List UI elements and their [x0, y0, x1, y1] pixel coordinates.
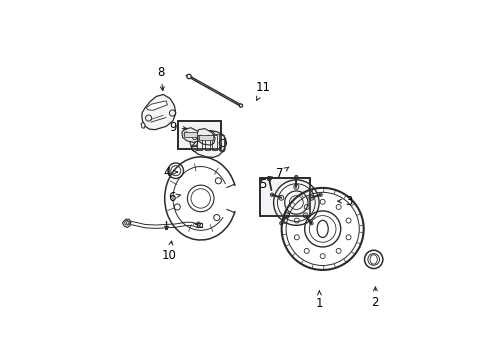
Bar [211, 135, 216, 150]
Bar [197, 135, 202, 150]
Bar [164, 226, 167, 229]
Bar [259, 178, 309, 216]
Circle shape [273, 180, 319, 225]
Polygon shape [199, 135, 213, 140]
Polygon shape [146, 101, 167, 110]
Text: 4: 4 [163, 166, 177, 179]
Polygon shape [141, 122, 145, 128]
Text: 7: 7 [275, 167, 288, 180]
Bar [177, 121, 220, 149]
Text: 5: 5 [259, 177, 271, 191]
Polygon shape [182, 128, 200, 143]
Polygon shape [122, 219, 131, 228]
Circle shape [186, 74, 191, 79]
Bar [204, 135, 209, 150]
Bar [177, 121, 220, 149]
Text: 11: 11 [255, 81, 270, 100]
Text: 6: 6 [167, 190, 181, 203]
Text: 2: 2 [371, 287, 378, 309]
Polygon shape [191, 131, 225, 157]
Bar [197, 222, 202, 227]
Text: 9: 9 [169, 121, 187, 134]
Bar [219, 135, 224, 150]
Polygon shape [142, 94, 175, 130]
Bar [259, 178, 309, 216]
Polygon shape [196, 129, 215, 145]
Text: 3: 3 [337, 195, 352, 208]
Text: 8: 8 [157, 66, 164, 91]
Circle shape [239, 104, 242, 107]
Polygon shape [183, 132, 197, 138]
Text: 10: 10 [161, 241, 176, 262]
Text: 1: 1 [315, 291, 323, 310]
